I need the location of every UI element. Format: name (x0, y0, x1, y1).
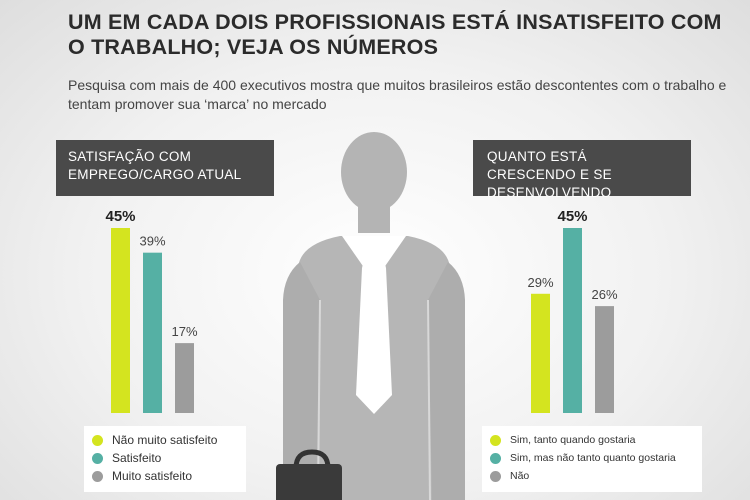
bar-value-label: 29% (527, 275, 553, 290)
legend-item: Sim, tanto quando gostaria (490, 431, 694, 449)
bar-3 (175, 343, 194, 413)
chart-title-growth: QUANTO ESTÁ CRESCENDO E SE DESENVOLVENDO (473, 140, 691, 200)
legend-item: Não muito satisfeito (92, 431, 238, 449)
legend-item: Muito satisfeito (92, 467, 238, 485)
legend-label: Sim, tanto quando gostaria (510, 434, 636, 446)
legend-label: Não (510, 470, 530, 482)
legend-item: Satisfeito (92, 449, 238, 467)
legend-swatch (490, 434, 501, 446)
person-tie (356, 250, 392, 414)
briefcase-icon (276, 449, 342, 500)
person-right-arm (428, 262, 465, 500)
bar-2 (143, 252, 162, 413)
legend-swatch (490, 470, 501, 482)
bar-3 (595, 306, 614, 413)
page-title: UM EM CADA DOIS PROFISSIONAIS ESTÁ INSAT… (68, 10, 722, 59)
legend-label: Muito satisfeito (112, 469, 193, 483)
legend-item: Sim, mas não tanto quanto gostaria (490, 449, 694, 467)
person-head (341, 132, 407, 212)
bar-value-label: 26% (591, 287, 617, 302)
legend-satisfaction: Não muito satisfeito Satisfeito Muito sa… (84, 426, 246, 492)
bar-value-label: 45% (105, 208, 135, 225)
chart-title-satisfaction: SATISFAÇÃO COM EMPREGO/CARGO ATUAL (56, 140, 274, 196)
growth-bar-chart: 29% 45% 26% (527, 208, 618, 413)
bar-value-label: 39% (139, 234, 165, 249)
legend-swatch (92, 470, 103, 482)
bar-1 (531, 293, 550, 413)
bar-value-label: 17% (171, 324, 197, 339)
legend-growth: Sim, tanto quando gostaria Sim, mas não … (482, 426, 702, 492)
legend-swatch (92, 452, 103, 464)
satisfaction-bar-chart: 45% 39% 17% (105, 208, 198, 413)
bar-1 (111, 228, 130, 413)
legend-label: Não muito satisfeito (112, 433, 218, 447)
person-left-arm (283, 262, 320, 500)
legend-item: Não (490, 467, 694, 485)
legend-swatch (92, 434, 103, 446)
bar-value-label: 45% (557, 208, 587, 225)
legend-label: Satisfeito (112, 451, 162, 465)
legend-swatch (490, 452, 501, 464)
legend-label: Sim, mas não tanto quanto gostaria (510, 452, 676, 464)
bar-2 (563, 228, 582, 413)
person-neck (358, 205, 390, 233)
page-subtitle: Pesquisa com mais de 400 executivos most… (68, 77, 727, 112)
